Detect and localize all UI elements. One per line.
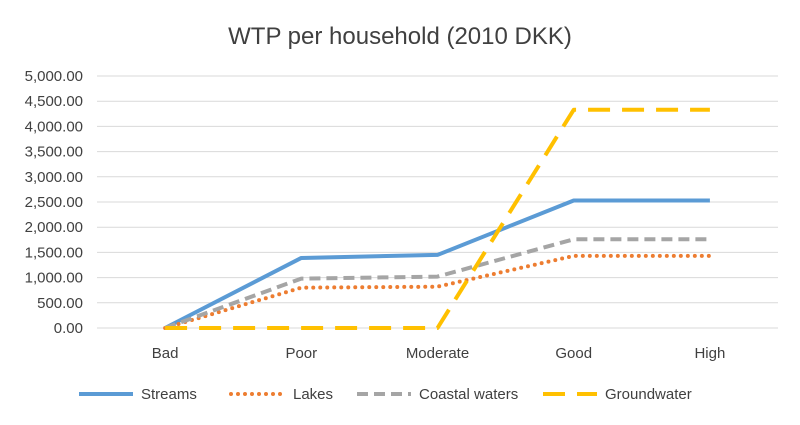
y-tick-label: 5,000.00 (25, 68, 83, 85)
legend-label: Groundwater (605, 386, 692, 403)
x-tick-label: Poor (285, 345, 317, 362)
y-tick-label: 2,000.00 (25, 219, 83, 236)
x-tick-label: Moderate (406, 345, 469, 362)
gridlines (97, 75, 778, 304)
y-tick-label: 1,000.00 (25, 270, 83, 287)
y-axis-tick-labels: 0.00 500.00 1,000.00 1,500.00 2,000.00 2,500.… (25, 68, 83, 337)
chart-title: WTP per household (2010 DKK) (228, 23, 572, 50)
legend-label: Coastal waters (419, 386, 518, 403)
y-tick-label: 3,500.00 (25, 144, 83, 161)
x-tick-label: Bad (152, 345, 179, 362)
legend-label: Streams (141, 386, 197, 403)
y-tick-label: 1,500.00 (25, 244, 83, 261)
y-tick-label: 4,500.00 (25, 93, 83, 110)
y-tick-label: 500.00 (37, 295, 83, 312)
series-line-lakes (163, 253, 712, 330)
y-tick-label: 0.00 (54, 320, 83, 337)
series-line-streams (164, 198, 710, 330)
series-lines (163, 107, 712, 330)
y-tick-label: 3,000.00 (25, 169, 83, 186)
x-tick-label: Good (555, 345, 592, 362)
y-tick-label: 2,500.00 (25, 194, 83, 211)
legend: Streams Lakes Coastal waters Groundwater (79, 386, 692, 403)
legend-label: Lakes (293, 386, 333, 403)
series-line-coastal-waters (164, 237, 710, 330)
y-tick-label: 4,000.00 (25, 118, 83, 135)
x-tick-label: High (694, 345, 725, 362)
series-line-groundwater (165, 107, 710, 330)
x-axis-tick-labels: Bad Poor Moderate Good High (152, 345, 726, 362)
